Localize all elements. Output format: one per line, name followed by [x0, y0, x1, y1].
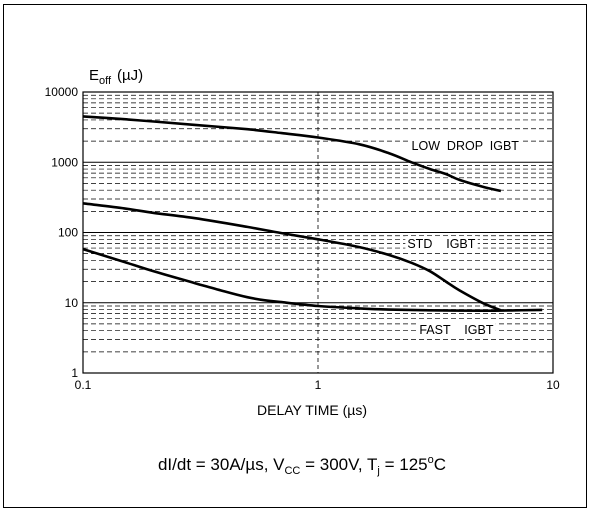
y-tick-label: 1: [71, 366, 78, 380]
x-tick-label: 1: [315, 378, 322, 392]
series-line-std-igbt: [82, 202, 502, 312]
annotation-fast-igbt: FAST IGBT: [419, 323, 493, 337]
test-conditions: dI/dt = 30A/µs, VCC = 300V, Tj = 125oC: [158, 454, 446, 477]
x-tick-label: 0.1: [75, 378, 92, 392]
x-axis-label: DELAY TIME (µs): [257, 402, 367, 418]
y-tick-label: 10: [65, 296, 79, 310]
y-tick-label: 10000: [45, 85, 79, 99]
annotation-low-drop-igbt: LOW DROP IGBT: [412, 139, 520, 153]
annotations: LOW DROP IGBT STD IGBT FAST IGBT: [405, 137, 522, 338]
chart-frame: [3, 4, 587, 508]
y-axis-label: Eoff (µJ): [89, 67, 143, 87]
series-line-fast-igbt: [82, 247, 543, 312]
y-tick-label: 100: [58, 226, 78, 240]
annotation-bg: [405, 236, 478, 253]
series-group: [82, 115, 543, 312]
x-tick-label: 10: [546, 378, 560, 392]
annotation-bg: [417, 321, 496, 338]
series-line-low-drop-igbt: [82, 115, 502, 193]
annotation-std-igbt: STD IGBT: [407, 237, 475, 251]
annotation-bg: [409, 137, 522, 154]
plot-area: [82, 91, 554, 374]
y-tick-label: 1000: [51, 155, 78, 169]
